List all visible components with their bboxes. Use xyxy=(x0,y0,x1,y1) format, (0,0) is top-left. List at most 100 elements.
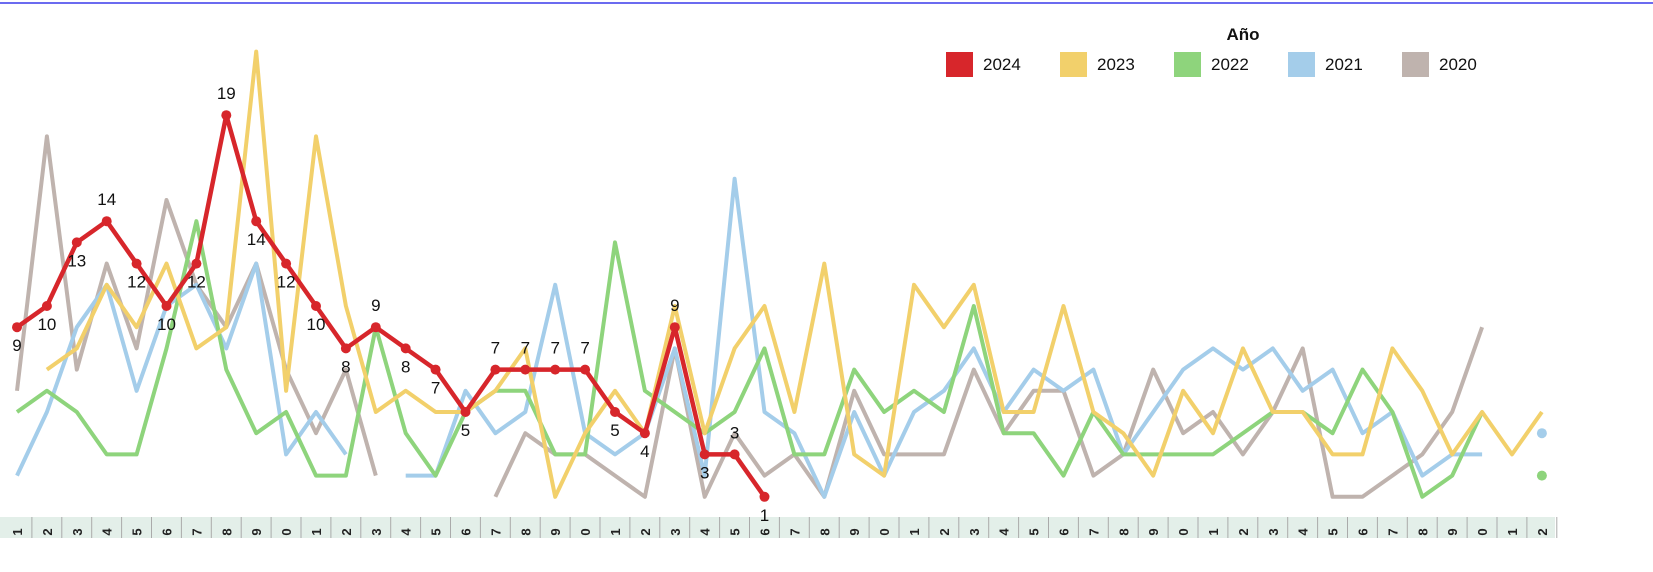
point-marker xyxy=(311,301,321,311)
x-tick-label: 0 xyxy=(1176,528,1191,535)
point-marker xyxy=(699,449,710,460)
x-tick-label: 2 xyxy=(1236,528,1251,535)
point-marker xyxy=(131,258,142,269)
x-tick-label: 6 xyxy=(1356,528,1371,535)
legend-label: 2020 xyxy=(1439,55,1477,74)
x-tick-label: 4 xyxy=(100,528,115,536)
point-marker xyxy=(251,216,262,227)
point-marker xyxy=(729,449,740,460)
x-tick-label: 1 xyxy=(608,528,623,535)
line-series xyxy=(45,49,1544,499)
point-marker xyxy=(520,364,531,375)
line-series xyxy=(15,134,378,477)
point-marker xyxy=(191,258,202,269)
legend-swatch xyxy=(1402,52,1429,77)
x-tick-label: 9 xyxy=(249,528,264,535)
x-tick-label: 4 xyxy=(997,528,1012,536)
x-tick-label: 5 xyxy=(130,528,145,535)
x-tick-label: 5 xyxy=(1326,528,1341,535)
legend-label: 2022 xyxy=(1211,55,1249,74)
x-tick-label: 2 xyxy=(40,528,55,535)
x-tick-label: 0 xyxy=(578,528,593,535)
x-tick-label: 0 xyxy=(877,528,892,535)
x-tick-label: 6 xyxy=(1057,528,1072,535)
data-label: 7 xyxy=(550,339,559,358)
data-label: 1 xyxy=(760,506,769,525)
point-marker xyxy=(12,322,22,333)
line-series xyxy=(15,219,1484,499)
x-tick-label: 4 xyxy=(1296,528,1311,536)
line-series xyxy=(15,261,348,477)
point-marker xyxy=(281,258,292,269)
x-tick-label: 0 xyxy=(1475,528,1490,535)
x-tick-label: 3 xyxy=(1266,528,1281,535)
x-tick-label: 9 xyxy=(1146,528,1161,535)
point-marker xyxy=(400,343,411,354)
x-tick-label: 2 xyxy=(638,528,653,535)
data-label: 10 xyxy=(307,315,326,334)
point-marker xyxy=(430,364,441,375)
data-label: 10 xyxy=(37,315,56,334)
data-label: 8 xyxy=(401,357,410,376)
data-label: 13 xyxy=(67,251,86,270)
x-tick-label: 3 xyxy=(369,528,384,535)
x-tick-label: 7 xyxy=(1086,528,1101,535)
data-label: 7 xyxy=(431,379,440,398)
legend-label: 2024 xyxy=(983,55,1021,74)
point-marker xyxy=(639,428,650,439)
point-marker xyxy=(550,364,561,375)
x-tick-label: 8 xyxy=(1116,528,1131,535)
data-label: 4 xyxy=(640,442,649,461)
x-tick-label: 6 xyxy=(758,528,773,535)
x-tick-label: 1 xyxy=(907,528,922,535)
data-label: 7 xyxy=(521,339,530,358)
x-tick-label: 6 xyxy=(459,528,474,535)
point-marker xyxy=(101,216,112,227)
data-label: 12 xyxy=(277,273,296,292)
point-marker xyxy=(340,343,351,354)
x-tick-label: 7 xyxy=(1385,528,1400,535)
data-label: 8 xyxy=(341,357,350,376)
x-tick-label: 4 xyxy=(698,528,713,536)
point-marker xyxy=(71,237,82,248)
point-marker xyxy=(490,364,501,375)
x-tick-label: 5 xyxy=(429,528,444,535)
x-tick-label: 9 xyxy=(1445,528,1460,535)
point-marker xyxy=(460,407,471,417)
point-marker xyxy=(161,301,172,311)
line-point xyxy=(1536,470,1547,481)
data-label: 5 xyxy=(610,421,619,440)
x-tick-label: 2 xyxy=(1535,528,1550,535)
legend-swatch xyxy=(1174,52,1201,77)
legend-swatch xyxy=(1060,52,1087,77)
point-marker xyxy=(370,322,381,333)
x-tick-label: 2 xyxy=(937,528,952,535)
point-marker xyxy=(41,301,52,311)
x-tick-label: 5 xyxy=(1027,528,1042,535)
legend-label: 2021 xyxy=(1325,55,1363,74)
x-tick-label: 0 xyxy=(279,528,294,535)
x-tick-label: 2 xyxy=(339,528,354,535)
x-tick-label: 8 xyxy=(817,528,832,535)
line-series xyxy=(15,112,767,499)
x-axis-band xyxy=(0,517,1555,538)
data-label: 19 xyxy=(217,84,236,103)
x-tick-label: 9 xyxy=(847,528,862,535)
point-marker xyxy=(221,110,232,121)
line-point xyxy=(1536,428,1547,439)
x-tick-label: 3 xyxy=(967,528,982,535)
data-label: 12 xyxy=(187,273,206,292)
x-tick-label: 7 xyxy=(189,528,204,535)
data-label: 3 xyxy=(730,423,739,442)
x-tick-label: 1 xyxy=(1206,528,1221,535)
x-tick-label: 7 xyxy=(488,528,503,535)
x-tick-label: 3 xyxy=(70,528,85,535)
data-label: 14 xyxy=(247,230,266,249)
x-tick-label: 4 xyxy=(399,528,414,536)
legend-label: 2023 xyxy=(1097,55,1135,74)
data-label: 12 xyxy=(127,273,146,292)
data-label: 7 xyxy=(580,339,589,358)
legend-swatch xyxy=(1288,52,1315,77)
x-tick-label: 5 xyxy=(728,528,743,535)
